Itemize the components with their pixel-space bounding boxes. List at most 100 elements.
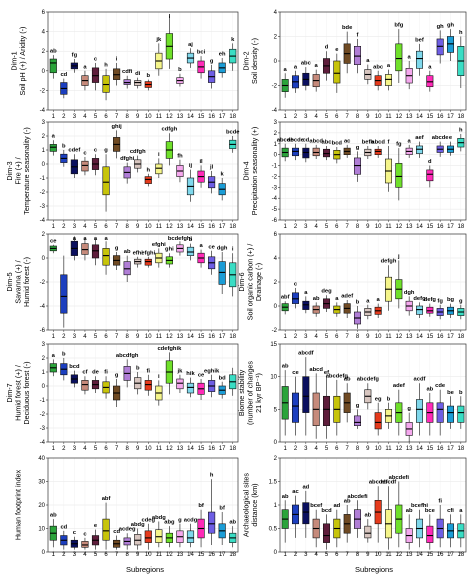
x-tick-label: 10 xyxy=(375,552,382,558)
x-tick-label: 15 xyxy=(426,114,433,120)
significance-letters: fi xyxy=(147,368,151,374)
box-13 xyxy=(405,144,413,158)
box-5 xyxy=(322,145,331,161)
box-body xyxy=(102,518,110,541)
box-body xyxy=(91,244,100,259)
box-7 xyxy=(343,505,351,543)
significance-letters: a xyxy=(52,134,56,140)
box-8 xyxy=(353,306,362,329)
box-16 xyxy=(208,171,216,194)
significance-letters: bcef xyxy=(310,503,322,509)
box-body xyxy=(374,412,382,430)
y-tick-label: 2 xyxy=(42,356,46,362)
x-tick-label: 12 xyxy=(166,334,173,340)
y-tick-label: -2 xyxy=(272,328,278,334)
significance-letters: b xyxy=(62,144,66,150)
x-tick-label: 8 xyxy=(356,334,360,340)
box-17 xyxy=(446,29,455,61)
x-tick-label: 13 xyxy=(406,114,413,120)
x-tick-label: 6 xyxy=(104,334,108,340)
box-5 xyxy=(91,376,100,393)
significance-letters: cdef xyxy=(68,148,80,154)
y-axis-label: Dim-3 Fire (+) / Temperature seasonality (… xyxy=(5,127,31,214)
significance-letters: j xyxy=(397,254,400,260)
box-6 xyxy=(333,53,341,93)
x-tick-label: 6 xyxy=(335,224,339,230)
significance-letters: abcdefg xyxy=(326,373,349,379)
box-body xyxy=(186,246,195,256)
significance-letters: bde xyxy=(342,25,353,31)
y-tick-label: 15 xyxy=(270,342,277,348)
box-9 xyxy=(134,155,142,173)
box-3 xyxy=(302,67,310,91)
box-9 xyxy=(134,256,142,268)
significance-letters: cdeg xyxy=(142,517,156,523)
x-tick-label: 2 xyxy=(62,446,66,452)
significance-letters: abcdefi xyxy=(347,494,368,500)
x-tick-label: 4 xyxy=(83,446,87,452)
significance-letters: fg xyxy=(72,53,78,59)
significance-letters: defg xyxy=(424,297,437,303)
box-11 xyxy=(384,486,393,550)
x-tick-label: 5 xyxy=(325,334,329,340)
significance-letters: bf xyxy=(198,503,204,509)
x-tick-label: 13 xyxy=(406,552,413,558)
x-tick-label: 16 xyxy=(208,114,215,120)
y-axis-label-line: Savanna (+) / xyxy=(14,260,23,303)
significance-letters: ce xyxy=(198,373,205,379)
x-tick-label: 8 xyxy=(125,334,129,340)
y-tick-label: 0.5 xyxy=(269,527,278,533)
y-tick-label: 1.5 xyxy=(269,480,278,486)
x-tick-label: 4 xyxy=(314,446,318,452)
y-tick-label: -3 xyxy=(40,426,46,432)
box-4 xyxy=(81,70,89,91)
significance-letters: a xyxy=(73,236,77,242)
box-11 xyxy=(155,158,163,178)
significance-letters: abcdefi xyxy=(389,475,410,481)
x-tick-label: 1 xyxy=(283,446,287,452)
significance-letters: gh xyxy=(437,24,445,30)
x-tick-label: 2 xyxy=(62,114,66,120)
significance-letters: cdefghik xyxy=(157,346,182,352)
significance-letters: ad xyxy=(302,484,309,490)
significance-letters: abg xyxy=(164,520,175,526)
x-tick-label: 9 xyxy=(366,446,370,452)
significance-letters: a xyxy=(377,297,381,303)
box-2 xyxy=(60,358,68,381)
y-axis-label-line: Drainage (-) xyxy=(254,263,263,301)
x-tick-label: 2 xyxy=(294,224,298,230)
box-14 xyxy=(415,383,424,436)
significance-letters: a xyxy=(387,63,391,69)
x-tick-label: 14 xyxy=(187,446,194,452)
x-tick-label: 11 xyxy=(385,114,392,120)
box-10 xyxy=(374,402,382,436)
box-body xyxy=(81,243,89,255)
box-body xyxy=(395,43,403,72)
box-17 xyxy=(218,252,226,294)
significance-letters: h xyxy=(459,30,463,36)
x-tick-label: 15 xyxy=(426,446,433,452)
box-9 xyxy=(134,77,142,89)
box-10 xyxy=(374,486,382,543)
x-tick-label: 15 xyxy=(198,446,205,452)
x-tick-label: 5 xyxy=(94,552,98,558)
y-axis-label-line: Dim-4 xyxy=(241,161,250,180)
significance-letters: cd xyxy=(60,524,67,530)
y-tick-label: -4 xyxy=(40,440,46,446)
y-tick-label: -4 xyxy=(272,108,278,114)
x-tick-label: 14 xyxy=(187,334,194,340)
significance-letters: e xyxy=(335,47,339,53)
significance-letters: a xyxy=(408,138,412,144)
box-7 xyxy=(343,383,351,423)
box-body xyxy=(302,376,310,413)
x-tick-label: 11 xyxy=(385,446,392,452)
x-tick-label: 16 xyxy=(208,552,215,558)
box-9 xyxy=(364,519,372,543)
box-8 xyxy=(353,409,362,429)
box-1 xyxy=(49,244,57,254)
box-1 xyxy=(49,359,57,377)
significance-letters: acdg xyxy=(184,517,198,523)
x-tick-label: 14 xyxy=(187,224,194,230)
x-tick-label: 15 xyxy=(198,334,205,340)
x-tick-label: 17 xyxy=(447,114,454,120)
